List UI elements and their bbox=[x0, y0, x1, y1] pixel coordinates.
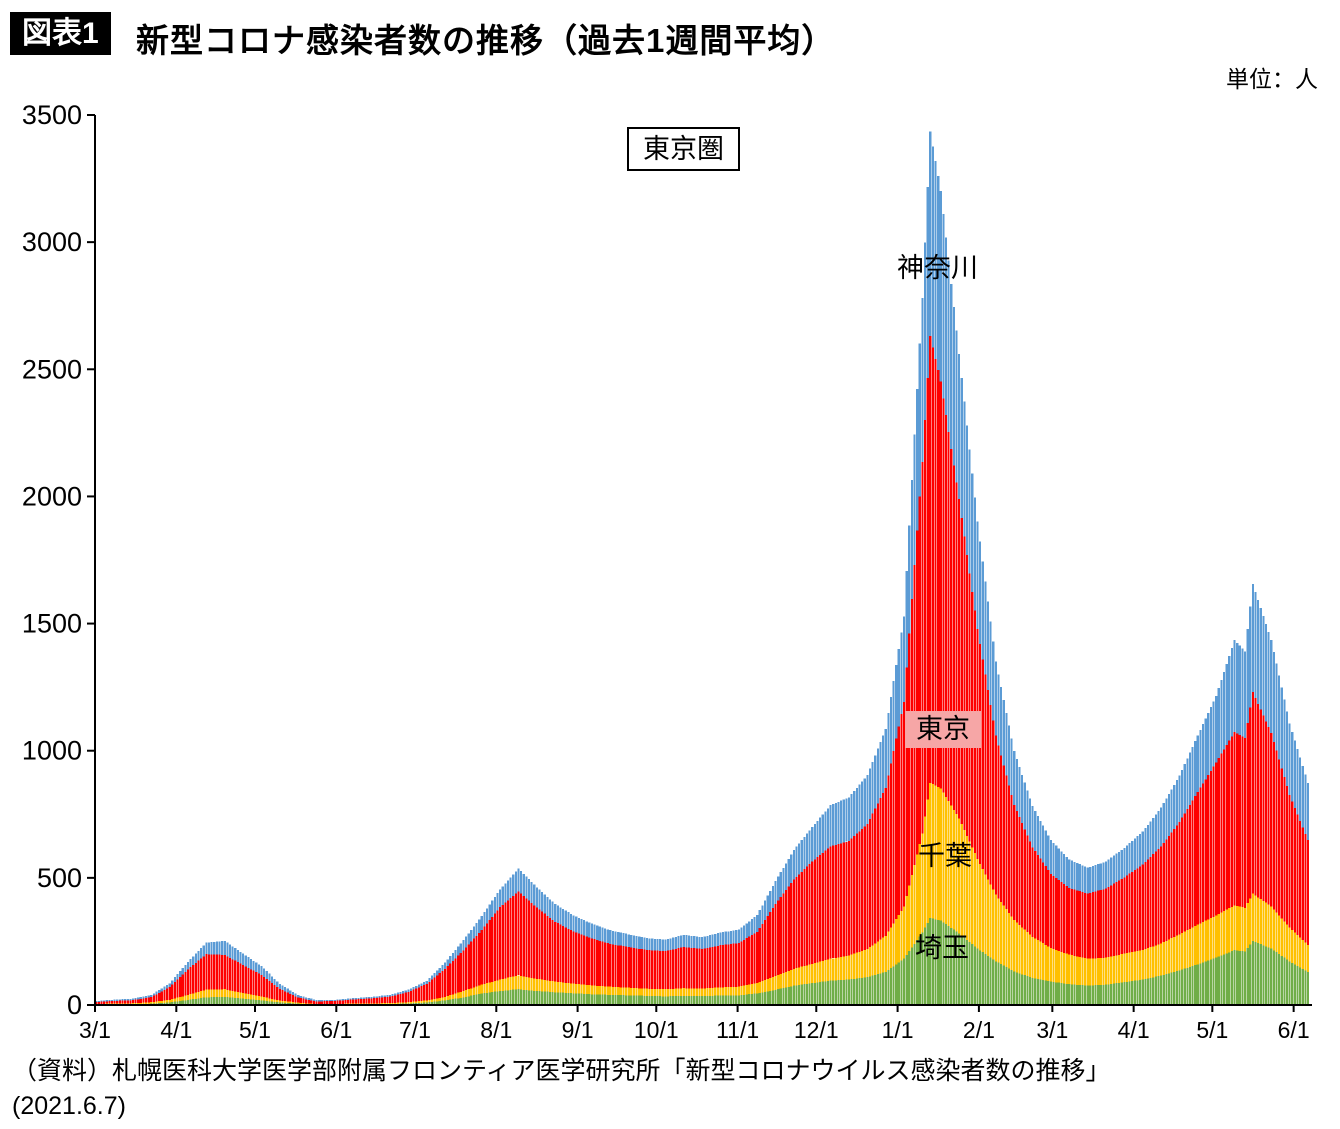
x-tick-label: 5/1 bbox=[239, 1017, 271, 1043]
y-tick-label: 2500 bbox=[22, 354, 82, 384]
x-tick-label: 1/1 bbox=[882, 1017, 914, 1043]
x-tick-label: 6/1 bbox=[320, 1017, 352, 1043]
y-tick-label: 1000 bbox=[22, 736, 82, 766]
x-tick-label: 2/1 bbox=[963, 1017, 995, 1043]
axes-layer bbox=[94, 115, 1312, 1006]
y-tick-label: 500 bbox=[37, 863, 82, 893]
x-tick-label: 8/1 bbox=[480, 1017, 512, 1043]
series-label-tokyo: 東京 bbox=[905, 711, 981, 749]
figure-title: 新型コロナ感染者数の推移（過去1週間平均） bbox=[136, 22, 836, 59]
y-tick-label: 0 bbox=[67, 990, 82, 1020]
y-tick-label: 3500 bbox=[22, 100, 82, 130]
x-tick-label: 7/1 bbox=[399, 1017, 431, 1043]
x-tick-label: 4/1 bbox=[1118, 1017, 1150, 1043]
source-line-2: (2021.6.7) bbox=[12, 1092, 126, 1120]
region-label-tokyo-area: 東京圏 bbox=[627, 127, 740, 172]
series-label-saitama: 埼玉 bbox=[915, 933, 969, 963]
figure-tag: 図表1 bbox=[10, 12, 111, 55]
chart-area: 0 500 1000 1500 2000 2500 3000 3500 3/1 4/1 5/1 6/1… bbox=[0, 90, 1340, 1050]
y-tick-label: 3000 bbox=[22, 227, 82, 257]
series-label-kanagawa: 神奈川 bbox=[897, 253, 978, 283]
x-tick-label: 5/1 bbox=[1196, 1017, 1228, 1043]
y-tick-label: 2000 bbox=[22, 481, 82, 511]
series-label-chiba: 千葉 bbox=[918, 841, 972, 871]
x-tick-label: 3/1 bbox=[1036, 1017, 1068, 1043]
stacked-bar-chart: 0 500 1000 1500 2000 2500 3000 3500 3/1 4/1 5/1 6/1… bbox=[22, 100, 1312, 1043]
source-note: （資料）札幌医科大学医学部附属フロンティア医学研究所「新型コロナウイルス感染者数… bbox=[12, 1054, 1111, 1124]
unit-label: 単位：人 bbox=[1226, 66, 1318, 92]
x-tick-label: 3/1 bbox=[79, 1017, 111, 1043]
x-tick-label: 12/1 bbox=[794, 1017, 839, 1043]
source-line-1: （資料）札幌医科大学医学部附属フロンティア医学研究所「新型コロナウイルス感染者数… bbox=[12, 1057, 1111, 1085]
x-tick-label: 9/1 bbox=[562, 1017, 594, 1043]
bars-layer bbox=[95, 131, 1310, 1005]
x-tick-label: 4/1 bbox=[160, 1017, 192, 1043]
x-tick-label: 10/1 bbox=[634, 1017, 679, 1043]
y-tick-label: 1500 bbox=[22, 609, 82, 639]
x-tick-label: 6/1 bbox=[1278, 1017, 1310, 1043]
x-tick-label: 11/1 bbox=[716, 1017, 759, 1043]
